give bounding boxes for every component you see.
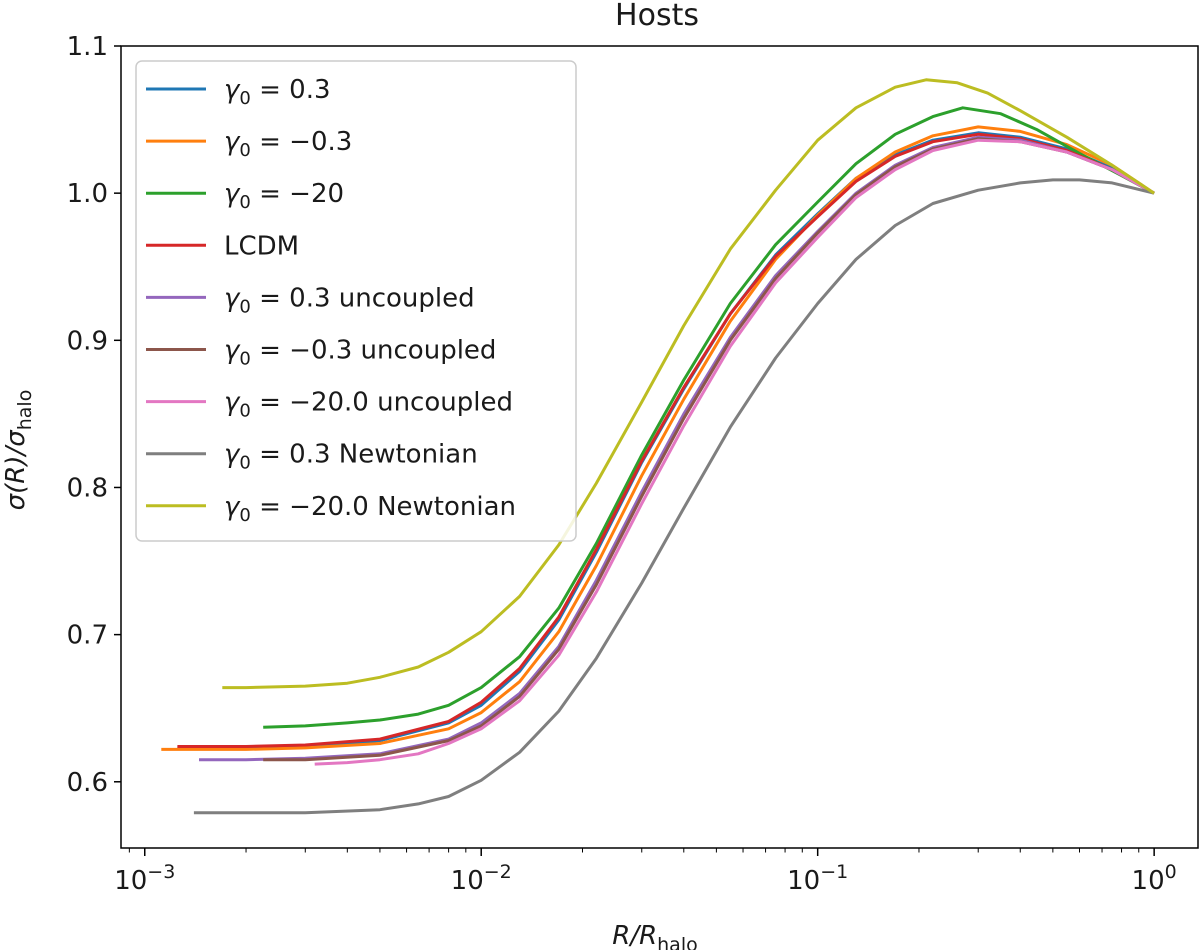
x-axis: 10−3 10−2 10−1 100 <box>114 848 1177 896</box>
x-tick-label-0: 10−3 <box>114 861 175 896</box>
series-line-2 <box>263 106 1155 729</box>
y-tick-label-3: 0.9 <box>67 326 108 356</box>
y-tick-label-4: 1.0 <box>67 179 108 209</box>
legend-label-0: γ0 = 0.3 <box>224 75 331 109</box>
x-tick-label-1: 10−2 <box>451 861 512 896</box>
y-tick-label-2: 0.8 <box>67 473 108 503</box>
legend-label-5: γ0 = −0.3 uncoupled <box>224 336 496 370</box>
series-line-6 <box>314 138 1155 766</box>
x-tick-label-3: 100 <box>1132 861 1177 896</box>
legend-label-6: γ0 = −20.0 uncoupled <box>224 388 513 422</box>
y-tick-label-5: 1.1 <box>67 32 108 62</box>
plot-area <box>120 45 1199 849</box>
x-tick-label-2: 10−1 <box>787 861 848 896</box>
x-axis-label: R/Rhalo <box>612 921 697 950</box>
legend-label-4: γ0 = 0.3 uncoupled <box>224 283 475 317</box>
legend-label-7: γ0 = 0.3 Newtonian <box>224 440 478 474</box>
legend-label-8: γ0 = −20.0 Newtonian <box>224 492 516 526</box>
series-line-1 <box>161 125 1155 751</box>
y-axis: 0.6 0.7 0.8 0.9 1.0 1.1 <box>67 32 121 798</box>
series-line-7 <box>193 178 1155 815</box>
y-axis-label: σ(R)/σhalo <box>1 390 36 511</box>
legend-label-2: γ0 = −20 <box>224 179 344 213</box>
y-tick-label-1: 0.7 <box>67 621 108 651</box>
legend-label-1: γ0 = −0.3 <box>224 127 352 161</box>
legend-box <box>135 60 577 542</box>
series-line-8 <box>222 78 1155 690</box>
legend: γ0 = 0.3 γ0 = −0.3 γ0 = −20 LCDM γ0 = 0.3 un… <box>135 60 577 542</box>
series-line-3 <box>177 132 1155 748</box>
plot-frame <box>120 45 1199 849</box>
y-tick-label-0: 0.6 <box>67 768 108 798</box>
legend-label-3: LCDM <box>224 231 299 261</box>
chart-title: Hosts <box>615 0 699 33</box>
